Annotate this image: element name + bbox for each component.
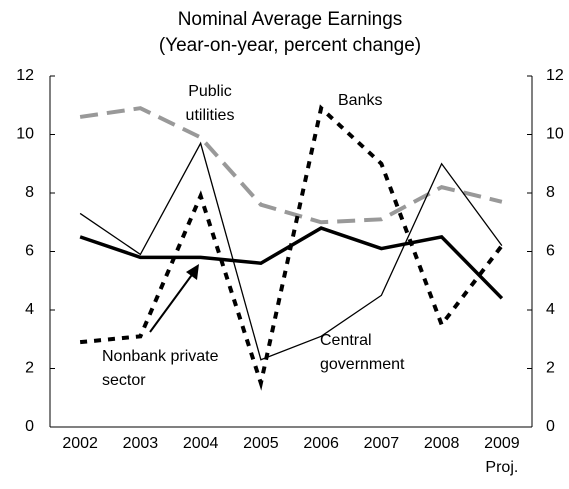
y2-tick-label: 6 xyxy=(546,243,555,260)
x-tick-label: 2009 xyxy=(484,435,520,452)
arrow xyxy=(149,271,195,333)
series-label: Public utilities xyxy=(186,83,235,124)
x-tick-label: 2005 xyxy=(243,435,279,452)
y2-tick-label: 12 xyxy=(546,67,564,84)
y-tick-label: 4 xyxy=(25,301,34,318)
chart-title: Nominal Average Earnings xyxy=(178,9,403,30)
line-series xyxy=(79,141,503,361)
series-label: Banks xyxy=(338,92,382,109)
x-tick-label: 2008 xyxy=(424,435,460,452)
y-tick-label: 12 xyxy=(16,67,34,84)
y-tick-label: 10 xyxy=(16,126,34,143)
series-label: Nonbank private sector xyxy=(102,348,219,389)
x-note: Proj. xyxy=(485,459,518,476)
x-tick-label: 2006 xyxy=(303,435,339,452)
y-tick-label: 6 xyxy=(25,243,34,260)
line-series xyxy=(79,226,504,300)
chart-subtitle: (Year-on-year, percent change) xyxy=(159,35,421,56)
x-tick-label: 2003 xyxy=(123,435,159,452)
y2-tick-label: 10 xyxy=(546,126,564,143)
arrow-head xyxy=(186,264,199,280)
y-tick-label: 8 xyxy=(25,184,34,201)
y2-tick-label: 2 xyxy=(546,360,555,377)
y-tick-label: 0 xyxy=(25,418,34,435)
line-series xyxy=(79,106,503,225)
x-tick-label: 2007 xyxy=(364,435,400,452)
y2-tick-label: 4 xyxy=(546,301,555,318)
series-label: Central government xyxy=(320,332,405,373)
x-tick-label: 2004 xyxy=(183,435,219,452)
y2-tick-label: 0 xyxy=(546,418,555,435)
x-tick-label: 2002 xyxy=(62,435,98,452)
y-tick-label: 2 xyxy=(25,360,34,377)
y2-tick-label: 8 xyxy=(546,184,555,201)
